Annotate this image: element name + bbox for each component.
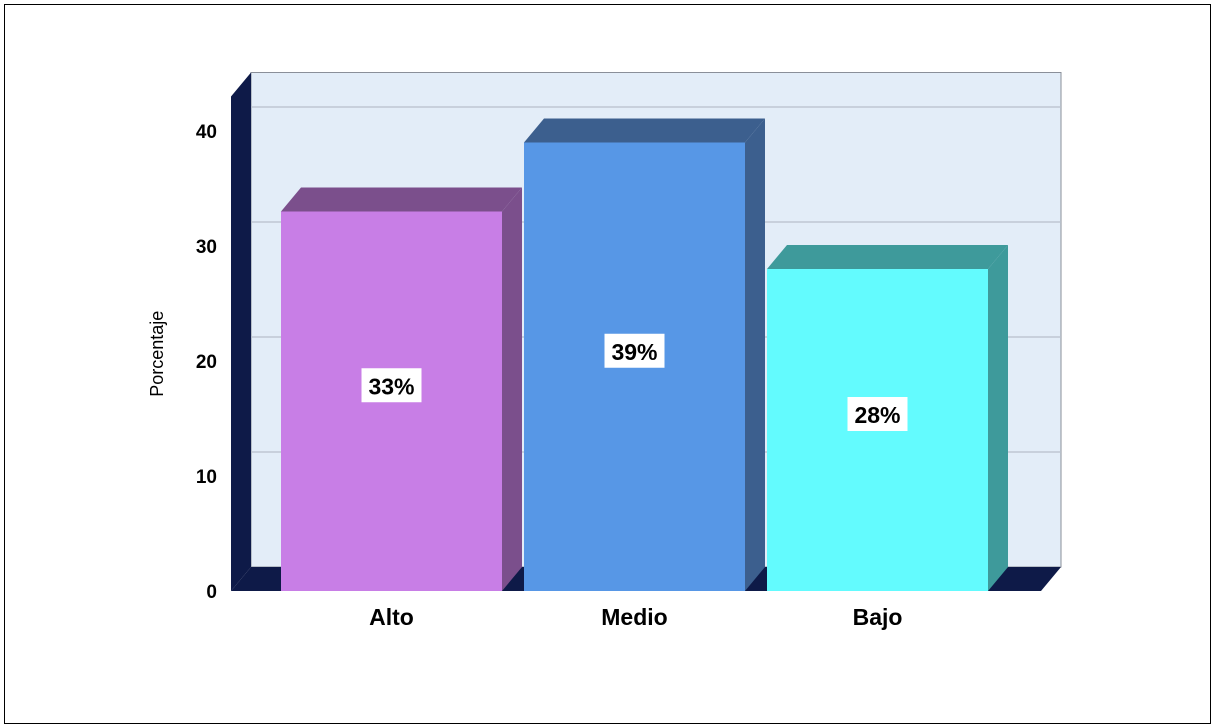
data-label-text: 28% [854,402,900,428]
data-label: 28% [847,397,908,431]
bar-top [524,118,765,143]
data-label-text: 39% [611,339,657,365]
y-tick-label: 40 [196,122,217,143]
data-label-box [604,333,665,368]
data-label: 39% [604,333,665,368]
bar-chart: 0 10 20 30 40 Alto Medio Bajo 33% 39% 28% Porcen… [147,72,1062,630]
data-label-box [361,368,422,403]
bar-top [767,245,1008,269]
bar-side [502,187,522,591]
data-label-text: 33% [368,373,414,399]
x-tick-label: Medio [601,604,667,630]
y-axis-ticks: 0 10 20 30 40 [196,122,217,603]
x-tick-label: Bajo [853,604,903,630]
side-wall [231,72,251,591]
chart-frame: 0 10 20 30 40 Alto Medio Bajo 33% 39% 28% Porcen… [4,4,1211,724]
data-label-box [847,397,908,431]
bar-side [988,245,1008,591]
bar-side [745,118,765,591]
data-label: 33% [361,368,422,403]
data-labels: 33% 39% 28% [361,333,908,431]
y-tick-label: 10 [196,467,217,488]
y-tick-label: 20 [196,352,217,373]
x-axis-labels: Alto Medio Bajo [369,604,902,630]
y-tick-label: 0 [206,582,217,603]
bar-top [281,187,522,212]
y-axis-label: Porcentaje [147,311,167,397]
y-tick-label: 30 [196,237,217,258]
x-tick-label: Alto [369,604,414,630]
